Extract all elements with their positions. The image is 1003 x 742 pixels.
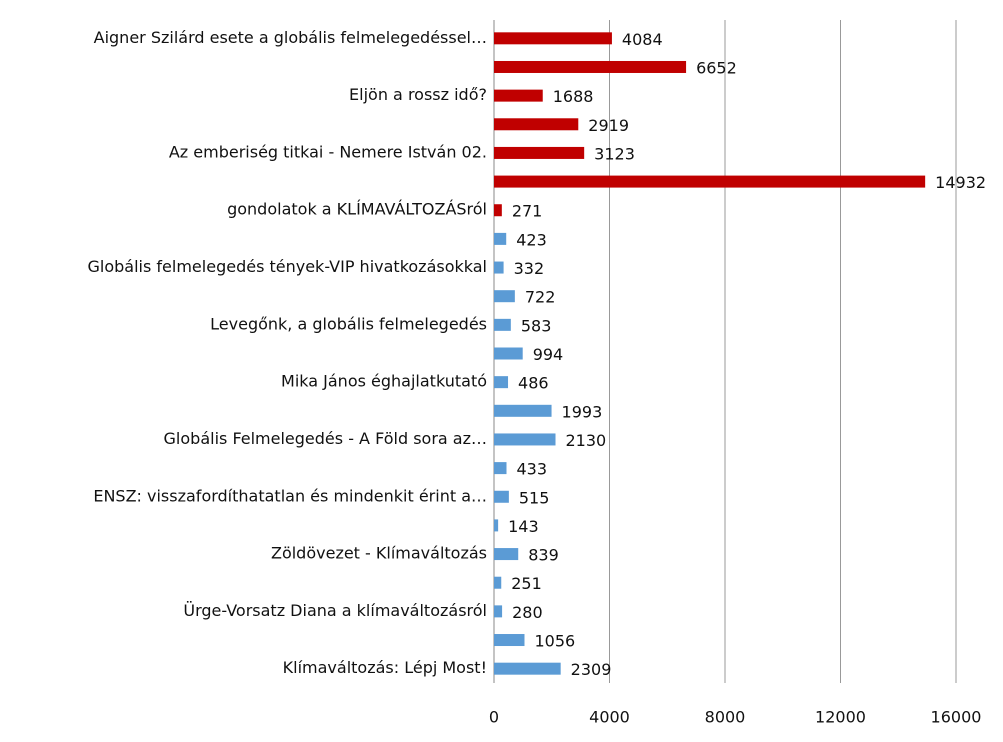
y-tick-label: Az emberiség titkai - Nemere István 02.: [169, 142, 487, 161]
data-label: 423: [516, 230, 547, 249]
x-tick-label: 16000: [931, 708, 982, 727]
data-label: 515: [519, 488, 550, 507]
data-label: 143: [508, 517, 539, 536]
data-label: 2919: [588, 116, 629, 135]
bar: [494, 118, 579, 131]
bar: [494, 261, 504, 274]
bar: [494, 519, 499, 532]
bar: [494, 605, 503, 618]
bar: [494, 89, 543, 102]
y-tick-label: Levegőnk, a globális felmelegedés: [210, 314, 487, 333]
bar: [494, 404, 552, 417]
data-label: 1056: [534, 632, 575, 651]
bar: [494, 490, 509, 503]
x-tick-label: 0: [489, 708, 499, 727]
bar: [494, 634, 525, 647]
bar: [494, 318, 511, 331]
bar: [494, 290, 515, 303]
y-tick-label: Ürge-Vorsatz Diana a klímaváltozásról: [183, 601, 487, 620]
y-tick-label: Globális Felmelegedés - A Föld sora az…: [164, 429, 487, 448]
y-tick-label: Mika János éghajlatkutató: [281, 372, 487, 391]
data-label: 1993: [562, 402, 603, 421]
data-label: 583: [521, 316, 552, 335]
bar: [494, 576, 502, 589]
data-label: 271: [512, 202, 543, 221]
data-label: 2309: [571, 660, 612, 679]
bar: [494, 175, 926, 188]
y-tick-label: Aigner Szilárd esete a globális felmeleg…: [94, 28, 487, 47]
data-label: 2130: [566, 431, 607, 450]
data-label: 280: [512, 603, 543, 622]
y-tick-label: Zöldövezet - Klímaváltozás: [271, 544, 487, 563]
y-tick-label: Klímaváltozás: Lépj Most!: [283, 658, 487, 677]
bar: [494, 232, 507, 245]
x-tick-label: 4000: [589, 708, 630, 727]
data-label: 4084: [622, 30, 663, 49]
y-tick-label: Eljön a rossz idő?: [349, 85, 487, 104]
bar: [494, 662, 561, 675]
y-tick-label: ENSZ: visszafordíthatatlan és mindenkit …: [93, 486, 487, 505]
data-label: 433: [517, 460, 548, 479]
data-label: 3123: [594, 144, 635, 163]
data-label: 332: [514, 259, 545, 278]
x-tick-label: 12000: [815, 708, 866, 727]
bar: [494, 548, 519, 561]
data-label: 1688: [553, 87, 594, 106]
bar: [494, 204, 502, 217]
x-tick-label: 8000: [705, 708, 746, 727]
bar: [494, 462, 507, 475]
data-label: 839: [528, 546, 559, 565]
data-label: 6652: [696, 58, 737, 77]
bar: [494, 347, 523, 360]
y-tick-label: gondolatok a KLÍMAVÁLTOZÁSról: [227, 200, 487, 219]
bar: [494, 433, 556, 446]
bar: [494, 32, 612, 45]
bar: [494, 376, 509, 389]
data-label: 14932: [935, 173, 986, 192]
bar: [494, 60, 687, 73]
data-label: 722: [525, 288, 556, 307]
data-label: 486: [518, 374, 549, 393]
data-label: 251: [511, 574, 542, 593]
data-label: 994: [533, 345, 564, 364]
y-tick-label: Globális felmelegedés tények-VIP hivatko…: [88, 257, 487, 276]
bar: [494, 146, 585, 159]
